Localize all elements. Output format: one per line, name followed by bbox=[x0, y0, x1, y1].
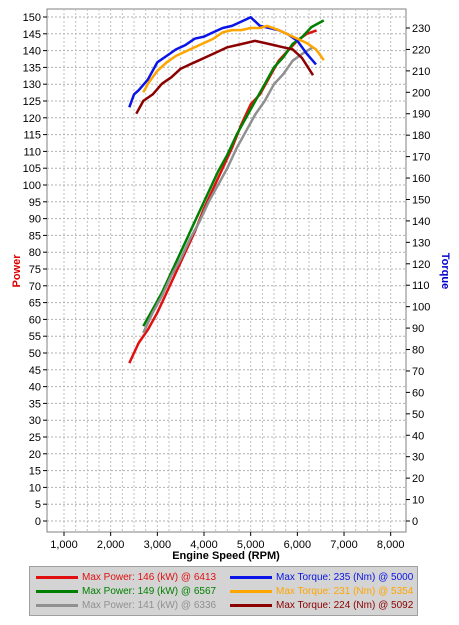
right-tick-label: 170 bbox=[412, 152, 430, 164]
right-tick-label: 30 bbox=[412, 452, 424, 464]
legend-label: Max Torque: 224 (Nm) @ 5092 bbox=[276, 600, 414, 611]
legend-item-torque-1: Max Torque: 235 (Nm) @ 5000 bbox=[230, 571, 413, 585]
x-tick-label: 2,000 bbox=[97, 539, 125, 551]
right-tick-label: 20 bbox=[412, 473, 424, 485]
right-tick-label: 220 bbox=[412, 44, 430, 56]
left-tick-label: 25 bbox=[29, 432, 41, 444]
legend-label: Max Power: 146 (kW) @ 6413 bbox=[82, 572, 217, 583]
right-tick-label: 160 bbox=[412, 173, 430, 185]
x-tick-label: 1,000 bbox=[50, 539, 78, 551]
left-tick-label: 45 bbox=[29, 365, 41, 377]
right-tick-label: 200 bbox=[412, 87, 430, 99]
right-tick-label: 10 bbox=[412, 495, 424, 507]
right-tick-label: 50 bbox=[412, 409, 424, 421]
x-tick-label: 8,000 bbox=[377, 539, 405, 551]
series-line-5 bbox=[135, 39, 315, 115]
legend-swatch bbox=[36, 603, 78, 607]
right-tick-label: 70 bbox=[412, 366, 424, 378]
series-lines bbox=[128, 16, 325, 364]
left-tick-label: 0 bbox=[35, 516, 41, 528]
series-line-4 bbox=[142, 24, 325, 93]
legend-swatch bbox=[36, 589, 78, 593]
left-tick-label: 115 bbox=[23, 130, 41, 142]
plot-area bbox=[46, 8, 407, 533]
right-tick-label: 90 bbox=[412, 323, 424, 335]
left-tick-label: 90 bbox=[29, 214, 41, 226]
legend-swatch bbox=[36, 575, 78, 579]
x-tick-label: 5,000 bbox=[237, 539, 265, 551]
left-tick-label: 55 bbox=[29, 331, 41, 343]
left-tick-label: 80 bbox=[29, 247, 41, 259]
left-axis-title: Power bbox=[11, 254, 23, 288]
left-tick-label: 150 bbox=[23, 12, 41, 24]
left-tick-label: 70 bbox=[29, 281, 41, 293]
left-tick-label: 5 bbox=[35, 499, 41, 511]
left-tick-label: 95 bbox=[29, 197, 41, 209]
legend-label: Max Torque: 235 (Nm) @ 5000 bbox=[276, 572, 414, 583]
x-tick-label: 3,000 bbox=[144, 539, 172, 551]
left-tick-label: 75 bbox=[29, 264, 41, 276]
left-tick-label: 50 bbox=[29, 348, 41, 360]
legend-item-power-3: Max Power: 141 (kW) @ 6336 bbox=[36, 599, 216, 613]
left-tick-label: 30 bbox=[29, 415, 41, 427]
right-tick-label: 180 bbox=[412, 130, 430, 142]
left-tick-label: 15 bbox=[29, 466, 41, 478]
legend-item-torque-2: Max Torque: 231 (Nm) @ 5354 bbox=[230, 585, 413, 599]
left-tick-label: 120 bbox=[23, 113, 41, 125]
left-tick-label: 20 bbox=[29, 449, 41, 461]
right-tick-label: 120 bbox=[412, 259, 430, 271]
right-tick-label: 80 bbox=[412, 345, 424, 357]
legend: Max Power: 146 (kW) @ 6413 Max Power: 14… bbox=[29, 566, 418, 616]
x-tick-label: 4,000 bbox=[190, 539, 218, 551]
left-tick-label: 105 bbox=[23, 163, 41, 175]
right-tick-label: 40 bbox=[412, 430, 424, 442]
legend-item-torque-3: Max Torque: 224 (Nm) @ 5092 bbox=[230, 599, 413, 613]
left-tick-label: 65 bbox=[29, 298, 41, 310]
left-tick-label: 85 bbox=[29, 230, 41, 242]
right-tick-label: 140 bbox=[412, 216, 430, 228]
legend-label: Max Torque: 231 (Nm) @ 5354 bbox=[276, 586, 414, 597]
left-tick-label: 100 bbox=[23, 180, 41, 192]
left-tick-label: 130 bbox=[23, 79, 41, 91]
x-axis-title: Engine Speed (RPM) bbox=[172, 550, 280, 562]
legend-label: Max Power: 149 (kW) @ 6567 bbox=[82, 586, 217, 597]
right-tick-label: 150 bbox=[412, 194, 430, 206]
x-tick-label: 7,000 bbox=[330, 539, 358, 551]
left-tick-label: 145 bbox=[23, 29, 41, 41]
legend-item-power-1: Max Power: 146 (kW) @ 6413 bbox=[36, 571, 216, 585]
left-tick-label: 110 bbox=[23, 146, 41, 158]
series-line-1 bbox=[142, 19, 325, 327]
dyno-chart: 0 5 10 15 20 25 30 35 40 45 50 55 60 65 70 75 80 85 90 95 10… bbox=[11, 8, 451, 562]
legend-swatch bbox=[230, 589, 272, 593]
x-tick-label: 6,000 bbox=[284, 539, 312, 551]
legend-swatch bbox=[230, 603, 272, 607]
left-tick-label: 40 bbox=[29, 382, 41, 394]
right-tick-label: 110 bbox=[412, 280, 430, 292]
left-tick-label: 135 bbox=[23, 62, 41, 74]
series-line-2 bbox=[142, 46, 314, 334]
right-tick-label: 0 bbox=[412, 516, 418, 528]
right-tick-label: 210 bbox=[412, 66, 430, 78]
left-tick-label: 60 bbox=[29, 314, 41, 326]
left-tick-label: 140 bbox=[23, 46, 41, 58]
grid bbox=[47, 9, 406, 532]
legend-swatch bbox=[230, 575, 272, 579]
right-tick-label: 130 bbox=[412, 237, 430, 249]
left-tick-label: 35 bbox=[29, 398, 41, 410]
legend-item-power-2: Max Power: 149 (kW) @ 6567 bbox=[36, 585, 216, 599]
tick-labels: 0 5 10 15 20 25 30 35 40 45 50 55 60 65 70 75 80 85 90 95 10… bbox=[23, 12, 431, 551]
legend-label: Max Power: 141 (kW) @ 6336 bbox=[82, 600, 217, 611]
right-tick-label: 100 bbox=[412, 302, 430, 314]
right-axis-title: Torque bbox=[439, 253, 451, 289]
left-tick-label: 125 bbox=[23, 96, 41, 108]
right-tick-label: 230 bbox=[412, 23, 430, 35]
right-tick-label: 190 bbox=[412, 109, 430, 121]
right-tick-label: 60 bbox=[412, 387, 424, 399]
left-tick-label: 10 bbox=[29, 482, 41, 494]
